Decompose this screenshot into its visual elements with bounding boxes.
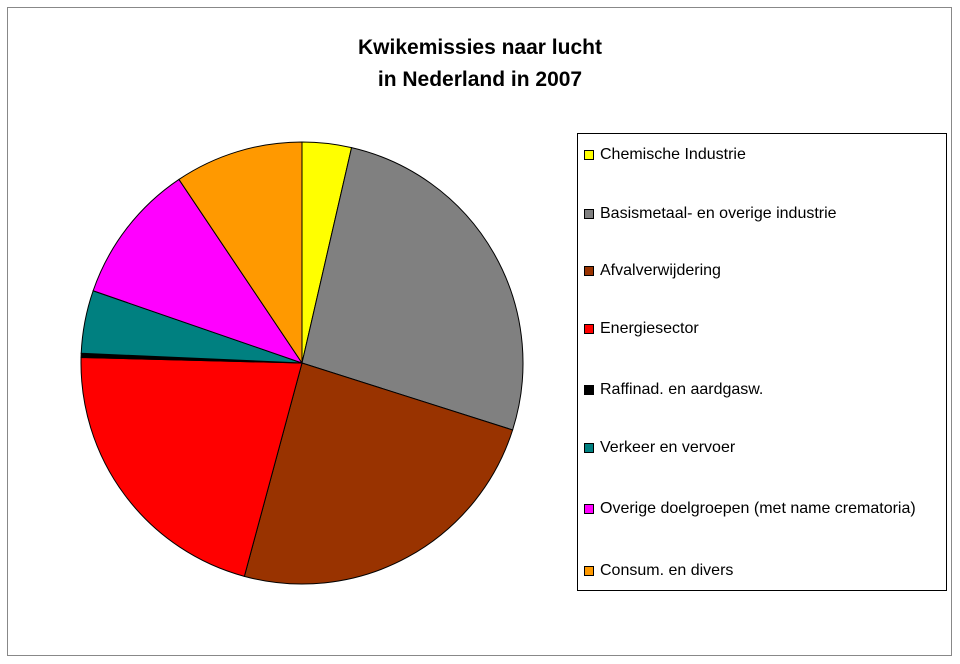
legend-label: Afvalverwijdering <box>600 262 721 279</box>
pie-slice <box>178 141 303 365</box>
legend-swatch <box>584 443 594 453</box>
pie-slice <box>80 356 303 577</box>
legend-label: Chemische Industrie <box>600 146 746 163</box>
legend-swatch <box>584 566 594 576</box>
legend-swatch <box>584 266 594 276</box>
legend-swatch <box>584 150 594 160</box>
legend-swatch <box>584 209 594 219</box>
legend-label: Basismetaal- en overige industrie <box>600 205 837 222</box>
legend-swatch <box>584 385 594 395</box>
chart-frame <box>7 7 952 656</box>
legend-swatch <box>584 324 594 334</box>
legend: Chemische Industrie Basismetaal- en overi… <box>577 133 947 591</box>
pie-slice <box>301 147 524 431</box>
pie-slice <box>243 362 514 585</box>
pie-slice <box>92 178 304 364</box>
legend-swatch <box>584 504 594 514</box>
legend-label: Overige doelgroepen (met name crematoria… <box>600 500 916 517</box>
legend-label: Energiesector <box>600 320 699 337</box>
legend-label: Consum. en divers <box>600 562 734 579</box>
legend-label: Raffinad. en aardgasw. <box>600 381 764 398</box>
chart-title: Kwikemissies naar lucht in Nederland in … <box>358 36 602 91</box>
legend-label: Verkeer en vervoer <box>600 439 736 456</box>
